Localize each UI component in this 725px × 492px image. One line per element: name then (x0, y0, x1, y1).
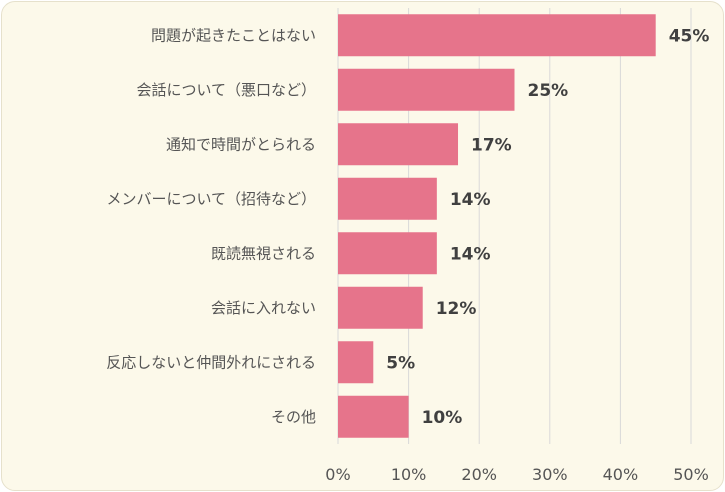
bar (338, 68, 515, 111)
bar (338, 286, 423, 329)
category-label: 会話について（悪口など） (136, 81, 316, 99)
bars (338, 14, 656, 438)
category-label: その他 (271, 408, 316, 426)
x-tick-label: 10% (391, 465, 427, 484)
category-label: 既読無視される (211, 244, 316, 262)
x-tick-label: 50% (673, 465, 709, 484)
bar (338, 341, 374, 384)
x-tick-label: 0% (325, 465, 350, 484)
category-label: 会話に入れない (211, 299, 316, 317)
x-tick-label: 40% (603, 465, 639, 484)
x-tick-label: 30% (532, 465, 568, 484)
category-label: 問題が起きたことはない (151, 26, 316, 44)
bar (338, 232, 437, 275)
data-label: 45% (669, 26, 710, 46)
bar (338, 123, 459, 166)
data-label: 12% (436, 299, 477, 319)
data-label: 25% (528, 81, 569, 101)
data-label: 14% (450, 190, 491, 210)
data-label: 10% (422, 408, 463, 428)
x-tick-label: 20% (461, 465, 497, 484)
data-labels: 45% 25% 17% 14% 14% 12% 5% 10% (386, 26, 709, 428)
category-label: メンバーについて（招待など） (106, 190, 316, 208)
data-label: 5% (386, 353, 415, 373)
category-label: 反応しないと仲間外れにされる (106, 353, 316, 371)
bar (338, 395, 409, 438)
bar (338, 177, 437, 220)
data-label: 14% (450, 244, 491, 264)
x-axis-ticks: 0% 10% 20% 30% 40% 50% (325, 465, 708, 484)
bar (338, 14, 656, 57)
category-label: 通知で時間がとられる (166, 135, 316, 153)
data-label: 17% (471, 135, 512, 155)
